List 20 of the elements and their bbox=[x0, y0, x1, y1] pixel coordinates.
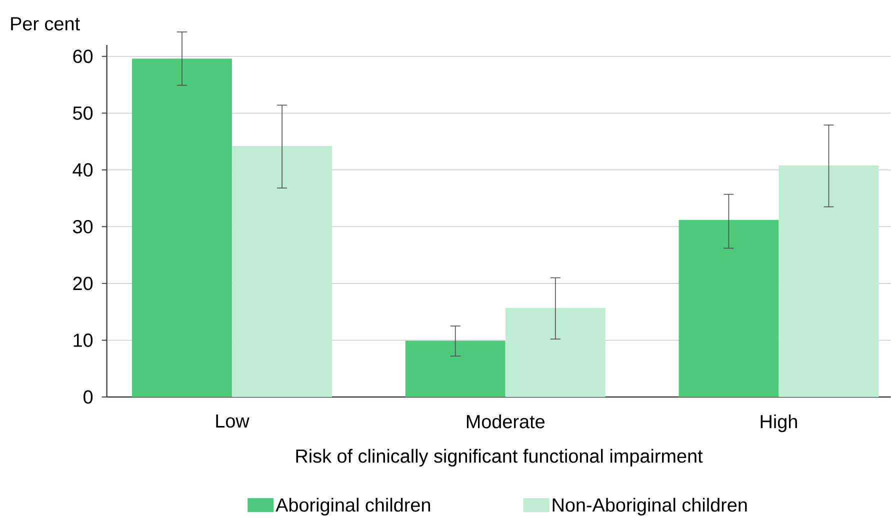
y-tick-label: 40 bbox=[72, 163, 93, 177]
x-tick-label: Moderate bbox=[466, 414, 545, 428]
bar bbox=[505, 308, 606, 397]
bar bbox=[132, 58, 232, 397]
y-tick-label: 60 bbox=[73, 50, 93, 64]
x-tick-label: Low bbox=[216, 414, 250, 428]
y-axis-title: Per cent bbox=[11, 17, 80, 30]
y-tick-label: 30 bbox=[72, 220, 93, 234]
y-tick-label: 20 bbox=[73, 276, 93, 290]
bar bbox=[232, 146, 332, 397]
bar bbox=[405, 340, 506, 397]
legend-label: Non-Aboriginal children bbox=[552, 498, 747, 516]
bar bbox=[778, 165, 879, 397]
legend-label: Aboriginal children bbox=[276, 498, 430, 516]
y-tick-label: 50 bbox=[73, 106, 93, 120]
y-tick-label: 0 bbox=[84, 390, 93, 404]
y-tick-label: 10 bbox=[74, 334, 93, 347]
bar bbox=[678, 220, 779, 397]
x-tick-label: High bbox=[760, 414, 797, 432]
x-axis-title: Risk of clinically significant functional impairment bbox=[296, 448, 703, 467]
